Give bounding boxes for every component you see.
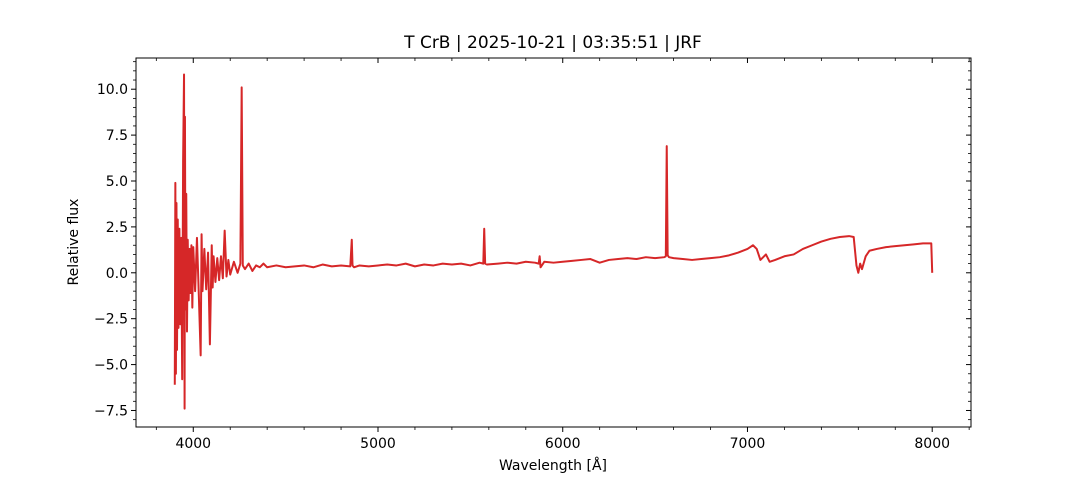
y-tick-label: 7.5: [106, 128, 128, 144]
x-tick-label: 4000: [175, 436, 211, 452]
y-tick-label: 2.5: [106, 220, 128, 236]
spectrum-line: [173, 73, 934, 410]
y-tick-label: 5.0: [106, 174, 128, 190]
y-tick-label: −2.5: [94, 312, 128, 328]
y-tick-label: 10.0: [97, 82, 128, 98]
x-axis-title: Wavelength [Å]: [499, 457, 607, 474]
plot-frame: [135, 57, 972, 428]
y-axis-title: Relative flux: [66, 199, 82, 286]
chart-title: T CrB | 2025-10-21 | 03:35:51 | JRF: [403, 33, 702, 53]
x-tick-label: 5000: [360, 436, 396, 452]
x-axis: 4000 5000 6000 7000 8000: [155, 58, 970, 452]
x-tick-label: 7000: [730, 436, 766, 452]
x-tick-label: 8000: [914, 436, 950, 452]
y-tick-label: −7.5: [94, 403, 128, 419]
y-axis: −7.5 −5.0 −2.5 0.0 2.5 5.0 7.5 10.0: [94, 61, 971, 421]
y-tick-label: 0.0: [106, 266, 128, 282]
x-tick-label: 6000: [545, 436, 581, 452]
plot-area: [173, 73, 934, 410]
y-tick-label: −5.0: [94, 358, 128, 374]
